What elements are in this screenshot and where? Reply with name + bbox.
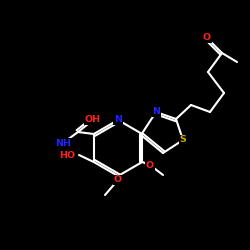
Text: N: N bbox=[114, 116, 122, 124]
Text: OH: OH bbox=[85, 116, 101, 124]
Text: HO: HO bbox=[59, 150, 75, 160]
Text: N: N bbox=[152, 108, 160, 116]
Text: O: O bbox=[146, 160, 154, 170]
Text: S: S bbox=[180, 136, 186, 144]
Text: NH: NH bbox=[55, 138, 71, 147]
Text: O: O bbox=[114, 176, 122, 184]
Text: O: O bbox=[203, 34, 211, 42]
